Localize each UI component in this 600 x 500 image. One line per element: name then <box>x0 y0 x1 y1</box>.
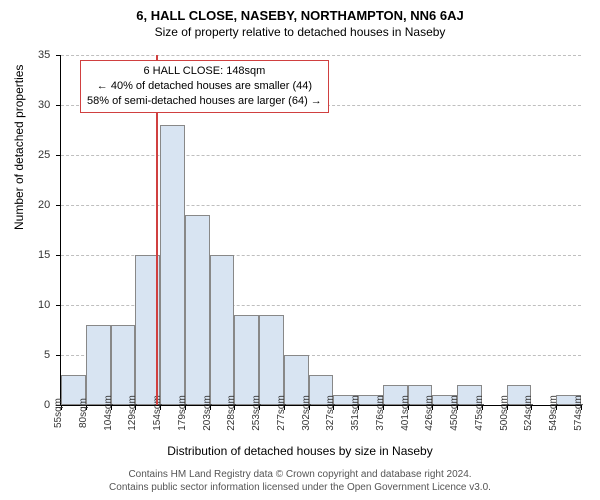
y-axis-label: Number of detached properties <box>12 65 26 230</box>
grid-line <box>61 55 581 56</box>
footer-attribution: Contains HM Land Registry data © Crown c… <box>0 468 600 494</box>
x-tick-label: 129sqm <box>127 395 138 431</box>
y-tick-label: 10 <box>38 299 76 311</box>
x-tick-label: 450sqm <box>449 395 460 431</box>
annotation-box: 6 HALL CLOSE: 148sqm ← 40% of detached h… <box>80 60 329 113</box>
chart-subtitle: Size of property relative to detached ho… <box>0 23 600 39</box>
histogram-bar <box>185 215 210 405</box>
y-tick-label: 15 <box>38 249 76 261</box>
histogram-bar <box>210 255 235 405</box>
x-tick-label: 475sqm <box>474 395 485 431</box>
histogram-bar <box>234 315 259 405</box>
chart-title: 6, HALL CLOSE, NASEBY, NORTHAMPTON, NN6 … <box>0 0 600 23</box>
histogram-bar <box>160 125 185 405</box>
x-axis-label: Distribution of detached houses by size … <box>0 444 600 458</box>
x-tick-label: 574sqm <box>573 395 584 431</box>
y-tick-label: 0 <box>44 399 76 411</box>
x-tick-label: 179sqm <box>177 395 188 431</box>
grid-line <box>61 155 581 156</box>
y-tick-label: 30 <box>38 99 76 111</box>
y-tick-label: 25 <box>38 149 76 161</box>
x-tick-label: 228sqm <box>226 395 237 431</box>
x-tick-label: 401sqm <box>400 395 411 431</box>
y-tick-label: 20 <box>38 199 76 211</box>
x-tick-label: 253sqm <box>251 395 262 431</box>
x-tick-label: 203sqm <box>202 395 213 431</box>
y-tick-label: 35 <box>38 49 76 61</box>
x-tick-label: 549sqm <box>548 395 559 431</box>
footer-line2: Contains public sector information licen… <box>0 481 600 494</box>
x-tick-label: 327sqm <box>325 395 336 431</box>
x-tick-label: 426sqm <box>424 395 435 431</box>
x-tick-label: 104sqm <box>103 395 114 431</box>
x-tick-label: 302sqm <box>301 395 312 431</box>
grid-line <box>61 205 581 206</box>
x-tick-label: 277sqm <box>276 395 287 431</box>
annotation-line2: ← 40% of detached houses are smaller (44… <box>87 79 322 94</box>
x-tick-label: 80sqm <box>78 398 89 428</box>
histogram-bar <box>86 325 111 405</box>
x-tick-label: 351sqm <box>350 395 361 431</box>
annotation-line1: 6 HALL CLOSE: 148sqm <box>87 64 322 79</box>
histogram-bar <box>111 325 136 405</box>
histogram-bar <box>259 315 284 405</box>
footer-line1: Contains HM Land Registry data © Crown c… <box>0 468 600 481</box>
y-tick-label: 5 <box>44 349 76 361</box>
annotation-line3: 58% of semi-detached houses are larger (… <box>87 94 322 109</box>
x-tick-label: 524sqm <box>523 395 534 431</box>
x-tick-label: 500sqm <box>499 395 510 431</box>
x-tick-label: 376sqm <box>375 395 386 431</box>
